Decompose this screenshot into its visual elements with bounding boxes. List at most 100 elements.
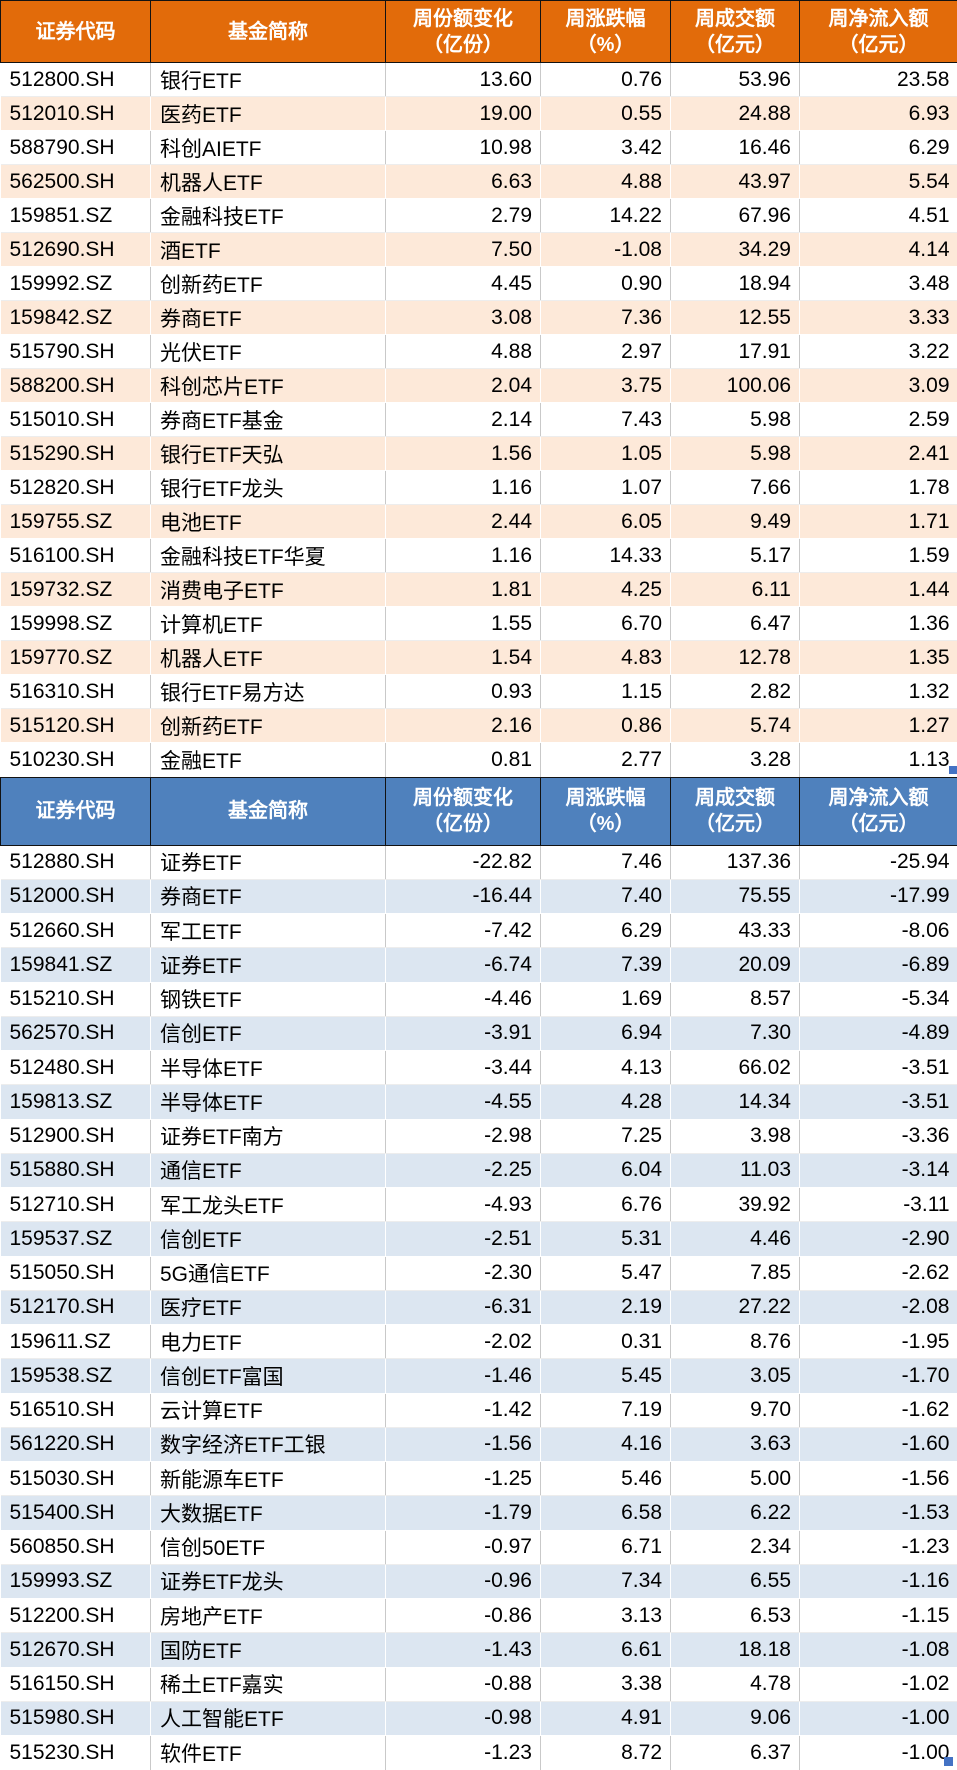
cell-net-flow: 4.14 (800, 233, 957, 267)
cell-pct-change: 3.75 (541, 369, 671, 403)
cell-share-change: -2.51 (386, 1222, 541, 1256)
header-pct-change-label: 周涨跌幅 (541, 6, 670, 32)
table-row: 159842.SZ 券商ETF 3.08 7.36 12.55 3.33 (1, 301, 957, 335)
cell-net-flow: -5.34 (800, 982, 957, 1016)
table-row: 512820.SH 银行ETF龙头 1.16 1.07 7.66 1.78 (1, 471, 957, 505)
cell-turnover: 3.05 (671, 1359, 800, 1393)
cell-share-change: -1.23 (386, 1736, 541, 1770)
net-outflow-table: 证券代码 基金简称 周份额变化 （亿份） 周涨跌幅 （%） 周成交额 （亿元） … (0, 777, 957, 1770)
table-row: 159537.SZ 信创ETF -2.51 5.31 4.46 -2.90 (1, 1222, 957, 1256)
table-row: 516510.SH 云计算ETF -1.42 7.19 9.70 -1.62 (1, 1393, 957, 1427)
cell-turnover: 2.82 (671, 675, 800, 709)
cell-turnover: 9.70 (671, 1393, 800, 1427)
cell-fund-name: 证券ETF南方 (151, 1119, 386, 1153)
cell-code: 515290.SH (1, 437, 151, 471)
cell-share-change: 2.16 (386, 709, 541, 743)
cell-code: 512900.SH (1, 1119, 151, 1153)
cell-fund-name: 云计算ETF (151, 1393, 386, 1427)
cell-share-change: -4.46 (386, 982, 541, 1016)
cell-net-flow: -1.00 (800, 1736, 957, 1770)
cell-fund-name: 信创50ETF (151, 1530, 386, 1564)
cell-fund-name: 金融科技ETF (151, 199, 386, 233)
table-row: 512000.SH 券商ETF -16.44 7.40 75.55 -17.99 (1, 879, 957, 913)
cell-net-flow: 1.78 (800, 471, 957, 505)
table-row: 512670.SH 国防ETF -1.43 6.61 18.18 -1.08 (1, 1633, 957, 1667)
cell-share-change: 4.88 (386, 335, 541, 369)
cell-share-change: -1.42 (386, 1393, 541, 1427)
cell-net-flow: 5.54 (800, 165, 957, 199)
cell-net-flow: -3.11 (800, 1188, 957, 1222)
cell-turnover: 6.53 (671, 1599, 800, 1633)
cell-pct-change: 0.76 (541, 63, 671, 97)
table-row: 512800.SH 银行ETF 13.60 0.76 53.96 23.58 (1, 63, 957, 97)
cell-net-flow: -3.36 (800, 1119, 957, 1153)
table-row: 562500.SH 机器人ETF 6.63 4.88 43.97 5.54 (1, 165, 957, 199)
cell-code: 159732.SZ (1, 573, 151, 607)
cell-code: 515980.SH (1, 1701, 151, 1735)
cell-share-change: -0.97 (386, 1530, 541, 1564)
cell-fund-name: 券商ETF (151, 301, 386, 335)
cell-pct-change: 3.38 (541, 1667, 671, 1701)
cell-fund-name: 半导体ETF (151, 1085, 386, 1119)
table-row: 159813.SZ 半导体ETF -4.55 4.28 14.34 -3.51 (1, 1085, 957, 1119)
selection-fill-handle (944, 1757, 953, 1766)
cell-fund-name: 人工智能ETF (151, 1701, 386, 1735)
cell-share-change: -3.91 (386, 1016, 541, 1050)
table-row: 515030.SH 新能源车ETF -1.25 5.46 5.00 -1.56 (1, 1462, 957, 1496)
cell-code: 515210.SH (1, 982, 151, 1016)
cell-net-flow: 1.13 (800, 743, 957, 777)
cell-fund-name: 证券ETF (151, 845, 386, 879)
cell-turnover: 3.63 (671, 1427, 800, 1461)
cell-code: 560850.SH (1, 1530, 151, 1564)
cell-pct-change: 4.25 (541, 573, 671, 607)
header-fund-name-label: 基金简称 (151, 19, 385, 45)
header-net-inflow-label: 周净流入额 (800, 6, 957, 32)
cell-code: 159851.SZ (1, 199, 151, 233)
cell-share-change: -1.79 (386, 1496, 541, 1530)
cell-turnover: 20.09 (671, 948, 800, 982)
cell-turnover: 27.22 (671, 1290, 800, 1324)
cell-code: 159770.SZ (1, 641, 151, 675)
header-net-outflow-label: 周净流入额 (800, 785, 957, 811)
cell-turnover: 18.94 (671, 267, 800, 301)
cell-share-change: 0.81 (386, 743, 541, 777)
cell-code: 512670.SH (1, 1633, 151, 1667)
cell-pct-change: 6.05 (541, 505, 671, 539)
cell-net-flow: -17.99 (800, 879, 957, 913)
cell-pct-change: 0.86 (541, 709, 671, 743)
cell-pct-change: 1.15 (541, 675, 671, 709)
cell-fund-name: 金融科技ETF华夏 (151, 539, 386, 573)
cell-fund-name: 消费电子ETF (151, 573, 386, 607)
cell-turnover: 12.55 (671, 301, 800, 335)
cell-code: 512820.SH (1, 471, 151, 505)
table-row: 515980.SH 人工智能ETF -0.98 4.91 9.06 -1.00 (1, 1701, 957, 1735)
header-share-change-label: 周份额变化 (386, 6, 540, 32)
cell-net-flow: 3.33 (800, 301, 957, 335)
cell-turnover: 7.30 (671, 1016, 800, 1050)
cell-pct-change: 7.43 (541, 403, 671, 437)
table-row: 512170.SH 医疗ETF -6.31 2.19 27.22 -2.08 (1, 1290, 957, 1324)
cell-share-change: 2.04 (386, 369, 541, 403)
table-row: 516310.SH 银行ETF易方达 0.93 1.15 2.82 1.32 (1, 675, 957, 709)
cell-net-flow: 4.51 (800, 199, 957, 233)
cell-code: 159537.SZ (1, 1222, 151, 1256)
cell-turnover: 3.98 (671, 1119, 800, 1153)
cell-code: 512710.SH (1, 1188, 151, 1222)
header-code-label: 证券代码 (1, 19, 150, 45)
header-share-change-label: 周份额变化 (386, 785, 540, 811)
cell-fund-name: 半导体ETF (151, 1051, 386, 1085)
cell-net-flow: 3.22 (800, 335, 957, 369)
header-fund-name: 基金简称 (151, 777, 386, 845)
cell-turnover: 4.78 (671, 1667, 800, 1701)
cell-pct-change: 7.46 (541, 845, 671, 879)
cell-code: 562500.SH (1, 165, 151, 199)
cell-code: 159842.SZ (1, 301, 151, 335)
cell-pct-change: 8.72 (541, 1736, 671, 1770)
cell-fund-name: 科创芯片ETF (151, 369, 386, 403)
cell-net-flow: -2.08 (800, 1290, 957, 1324)
cell-share-change: 2.14 (386, 403, 541, 437)
cell-fund-name: 创新药ETF (151, 267, 386, 301)
cell-fund-name: 券商ETF基金 (151, 403, 386, 437)
cell-code: 512660.SH (1, 914, 151, 948)
cell-fund-name: 银行ETF (151, 63, 386, 97)
